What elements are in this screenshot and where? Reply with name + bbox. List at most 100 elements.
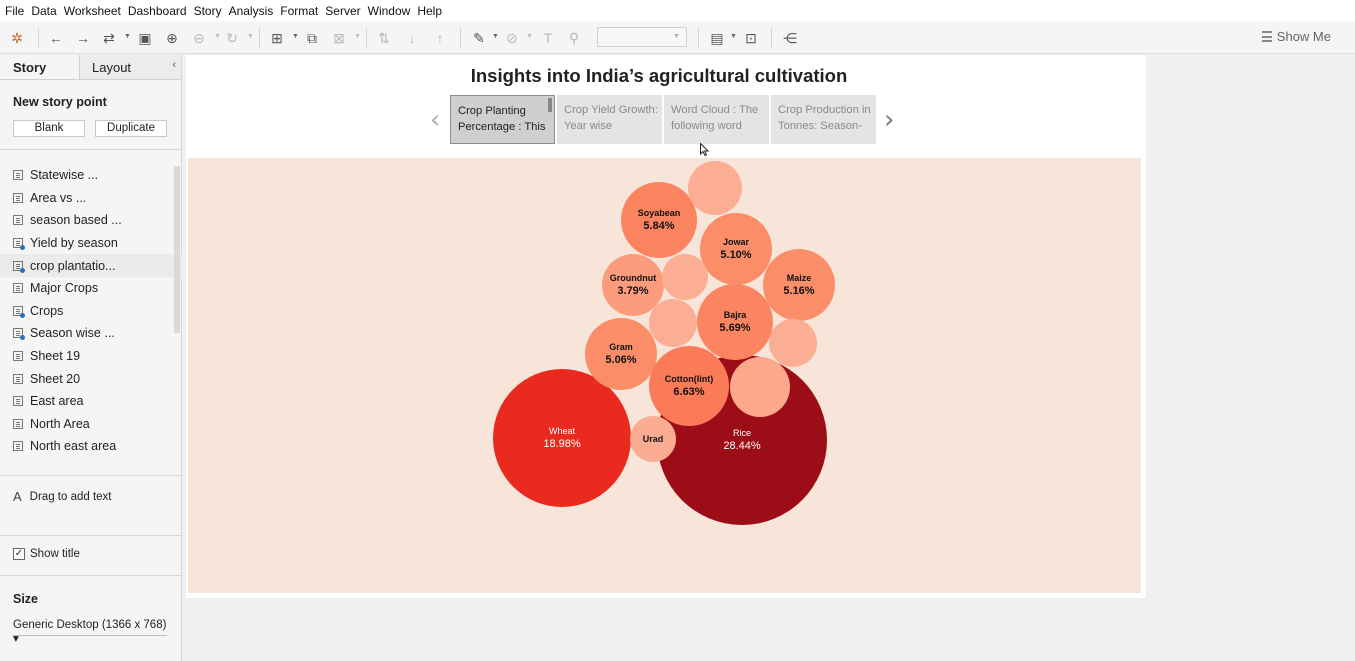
sheet-list: Statewise ... Area vs ... season based ...… [0,164,182,458]
next-story-point-icon[interactable]: › [884,105,895,135]
pause-updates-icon[interactable]: ⊖ [193,30,205,46]
crop-bubble[interactable]: Cotton(lint) 6.63% [649,346,729,426]
crop-bubble[interactable]: Gram 5.06% [585,318,657,390]
bubble-crop-label: Wheat [548,426,575,436]
story-sheet-item[interactable]: Yield by season [0,232,182,255]
clear-sheet-icon[interactable]: ⊠ [333,30,345,46]
replace-data-source-icon[interactable]: ⇄ [103,30,115,46]
sort-ascending-icon[interactable]: ↓ [408,30,416,46]
redo-icon[interactable]: → [76,30,90,46]
crop-bubble[interactable]: Bajra 5.69% [697,284,773,360]
crop-bubble[interactable]: Wheat 18.98% [493,369,631,507]
story-sheet-item[interactable]: North Area [0,413,182,436]
show-mark-labels-icon[interactable]: T [543,30,553,46]
chevron-down-icon[interactable]: ▼ [526,33,533,40]
crop-bubble[interactable] [662,254,708,300]
save-icon[interactable]: ▣ [138,30,152,46]
collapse-pane-icon[interactable]: ‹ [172,59,176,71]
sheet-list-scrollbar[interactable] [174,166,180,333]
crop-bubble[interactable]: Urad [630,416,676,462]
sheet-item-label: Sheet 19 [30,349,81,364]
crop-bubble[interactable] [730,357,790,417]
story-sheet-item[interactable]: Major Crops [0,277,182,300]
story-point-2[interactable]: Crop Yield Growth: Year wise [557,95,662,144]
tab-story[interactable]: Story [0,55,80,79]
packed-bubble-chart: Rice 28.44% Wheat 18.98% Cotton(lint) 6.63% So… [188,158,1141,593]
dashboard-icon [13,328,25,341]
highlight-icon[interactable]: ✎ [473,30,485,46]
chevron-down-icon[interactable]: ▼ [292,33,299,40]
chevron-down-icon[interactable]: ▼ [124,33,131,40]
menu-story[interactable]: Story [193,3,222,18]
pane-tabs: Story Layout ‹ [0,55,181,80]
menu-format[interactable]: Format [280,3,319,18]
sheet-item-label: Sheet 20 [30,371,81,386]
menu-file[interactable]: File [5,3,25,18]
worksheet-icon [13,418,23,429]
crop-bubble[interactable] [649,299,697,347]
menu-server[interactable]: Server [325,3,361,18]
chevron-down-icon[interactable]: ▼ [730,33,737,40]
story-sheet-item[interactable]: Sheet 19 [0,345,182,368]
tab-layout[interactable]: Layout ‹ [80,55,181,79]
tab-layout-label: Layout [92,60,132,75]
duplicate-button[interactable]: Duplicate [95,120,167,137]
crop-bubble[interactable]: Groundnut 3.79% [602,254,664,316]
story-sheet-item[interactable]: Sheet 20 [0,367,182,390]
new-data-source-icon[interactable]: ⊕ [166,30,178,46]
dashboard-icon [13,260,25,273]
checkbox-checked-icon[interactable]: ✓ [13,548,25,560]
show-me-button[interactable]: Show Me [1261,29,1331,44]
previous-story-point-icon[interactable]: ‹ [430,105,441,135]
chevron-down-icon[interactable]: ▼ [354,33,361,40]
story-sheet-item[interactable]: crop plantatio... [0,254,182,277]
refresh-icon[interactable]: ↻ [226,30,238,46]
crop-bubble[interactable] [769,319,817,367]
group-members-icon[interactable]: ⊘ [506,30,518,46]
story-sheet-item[interactable]: Season wise ... [0,322,182,345]
story-sheet-item[interactable]: North east area [0,435,182,458]
show-title-label: Show title [30,548,80,560]
share-icon[interactable]: ⋲ [783,30,797,46]
duplicate-sheet-icon[interactable]: ⧉ [307,30,317,46]
crop-bubble[interactable]: Maize 5.16% [763,249,835,321]
fix-axes-icon[interactable]: ⚲ [568,30,580,46]
toolbar-separator [771,28,772,48]
story-canvas: Insights into India’s agricultural culti… [186,55,1146,598]
chevron-down-icon[interactable]: ▼ [214,33,221,40]
crop-bubble[interactable]: Jowar 5.10% [700,213,772,285]
story-sheet-item[interactable]: East area [0,390,182,413]
caption-scrollbar[interactable] [548,98,552,112]
story-point-1[interactable]: Crop Planting Percentage : This [450,95,555,144]
crop-bubble[interactable]: Soyabean 5.84% [621,182,697,258]
menu-analysis[interactable]: Analysis [228,3,274,18]
show-cards-icon[interactable]: ▤ [710,30,724,46]
swap-rows-columns-icon[interactable]: ⇅ [378,30,390,46]
chevron-down-icon[interactable]: ▼ [492,33,499,40]
tableau-logo-icon[interactable]: ✲ [11,30,23,46]
story-title: Insights into India’s agricultural culti… [470,65,848,86]
menu-worksheet[interactable]: Worksheet [63,3,121,18]
story-sheet-item[interactable]: Statewise ... [0,164,182,187]
menu-data[interactable]: Data [31,3,57,18]
chevron-down-icon[interactable]: ▼ [247,33,254,40]
crop-bubble[interactable] [688,161,742,215]
undo-icon[interactable]: ← [49,30,63,46]
fit-select[interactable]: ▼ [597,27,687,47]
menu-window[interactable]: Window [367,3,411,18]
show-title-checkbox[interactable]: ✓ Show title [13,548,80,560]
story-sheet-item[interactable]: Area vs ... [0,187,182,210]
bubble-percentage-label: 28.44% [723,440,761,452]
blank-button[interactable]: Blank [13,120,85,137]
new-worksheet-icon[interactable]: ⊞ [271,30,283,46]
story-sheet-item[interactable]: season based ... [0,209,182,232]
story-point-4[interactable]: Crop Production in Tonnes: Season- [771,95,876,144]
story-point-3[interactable]: Word Cloud : The following word [664,95,769,144]
story-sheet-item[interactable]: Crops [0,300,182,323]
menu-help[interactable]: Help [417,3,442,18]
sort-descending-icon[interactable]: ↑ [436,30,444,46]
drag-to-add-text[interactable]: A Drag to add text [13,489,112,504]
presentation-mode-icon[interactable]: ⊡ [745,30,757,46]
size-select[interactable]: Generic Desktop (1366 x 768) ▾ [13,619,167,645]
menu-dashboard[interactable]: Dashboard [127,3,187,18]
